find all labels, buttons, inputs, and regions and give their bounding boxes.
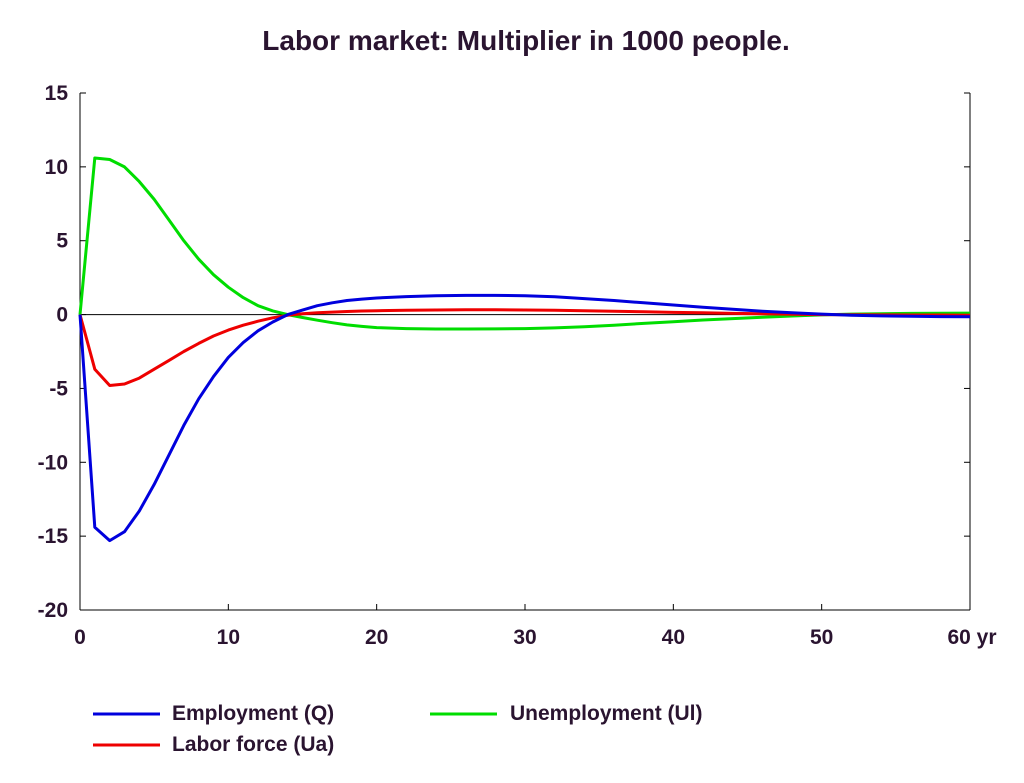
legend-label-unemployment-ul: Unemployment (Ul) xyxy=(510,702,703,725)
legend: Employment (Q) Labor force (Ua) Unemployme… xyxy=(93,702,703,756)
series-line-employment-q xyxy=(78,293,971,543)
legend-label-labor-force-ua: Labor force (Ua) xyxy=(172,733,334,756)
series-line-labor-force-ua xyxy=(78,308,971,387)
x-tick-label: 10 xyxy=(217,626,240,649)
x-tick-label: 30 xyxy=(513,626,536,649)
y-tick-label: 5 xyxy=(56,230,68,253)
x-tick-label: 20 xyxy=(365,626,388,649)
x-tick-label: 0 xyxy=(74,626,86,649)
y-tick-label: -20 xyxy=(38,599,68,622)
series-line-unemployment-ul xyxy=(78,156,971,331)
series-lines xyxy=(78,156,971,543)
x-tick-label: 50 xyxy=(810,626,833,649)
y-tick-label: 10 xyxy=(45,156,68,179)
x-tick-label: 60 yr xyxy=(947,626,996,649)
chart-title: Labor market: Multiplier in 1000 people. xyxy=(262,25,789,56)
y-tick-label: -5 xyxy=(49,377,68,400)
legend-label-employment-q: Employment (Q) xyxy=(172,702,334,725)
y-tick-label: -15 xyxy=(38,525,69,548)
y-tick-label: 15 xyxy=(45,82,69,105)
y-tick-label: 0 xyxy=(56,304,68,327)
x-tick-label: 40 xyxy=(662,626,685,649)
y-tick-label: -10 xyxy=(38,451,68,474)
